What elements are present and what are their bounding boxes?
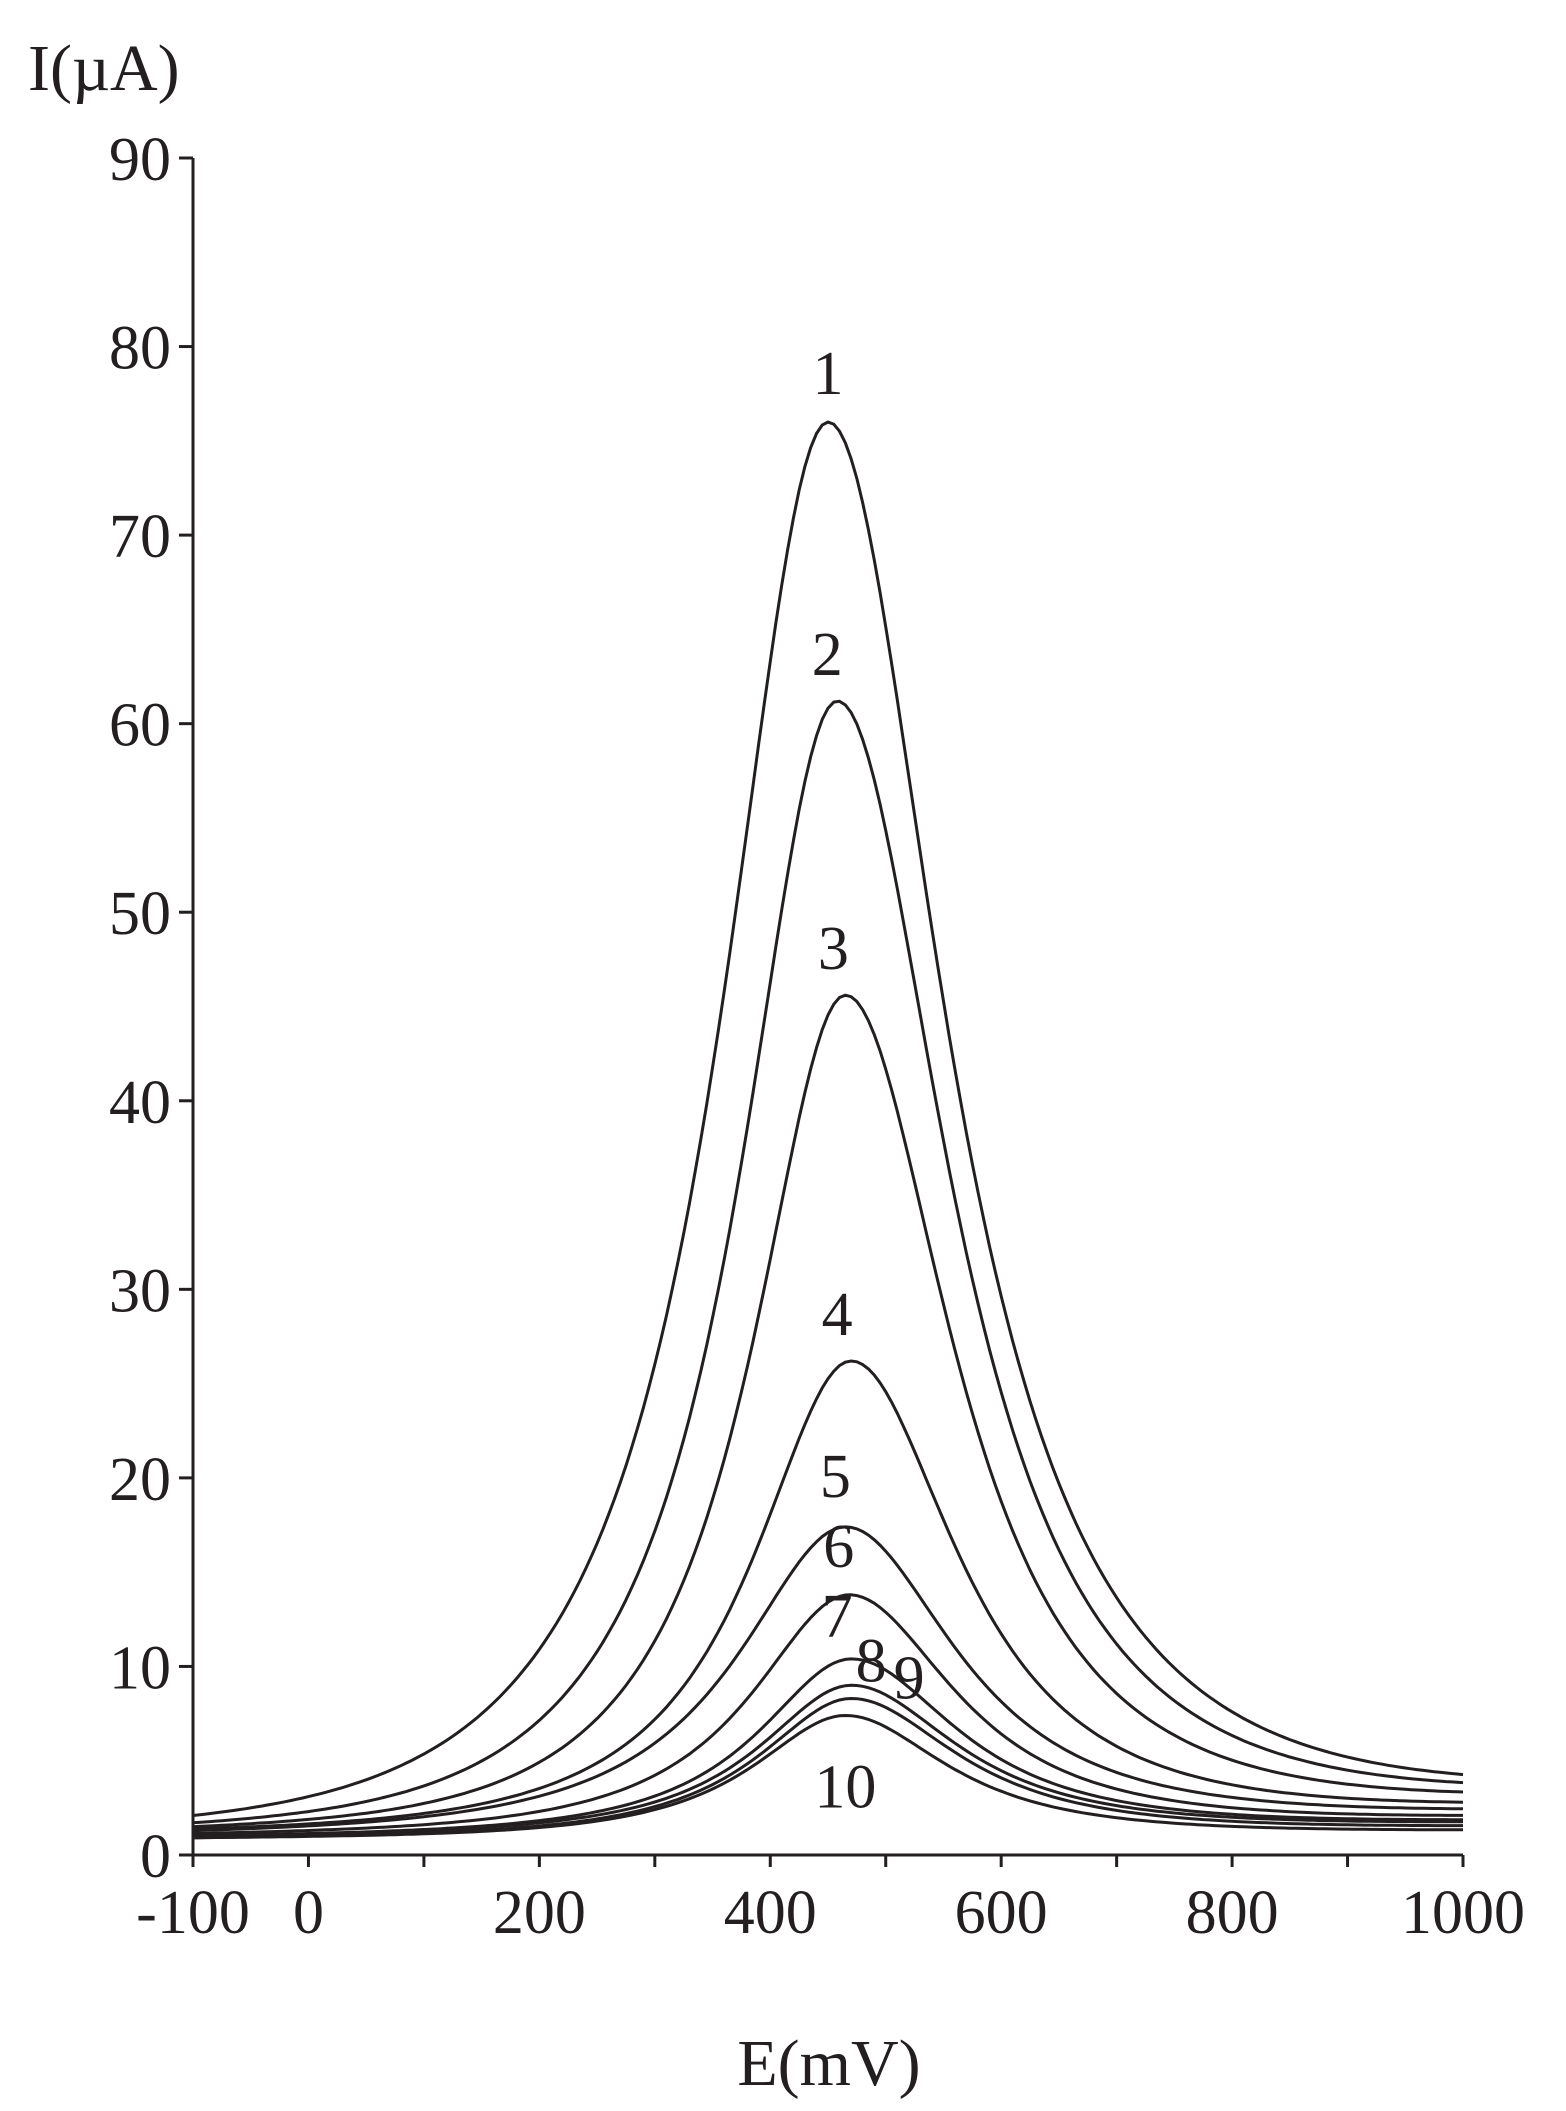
series-label-6: 6	[823, 1513, 854, 1581]
series-line-5	[192, 1525, 1464, 1833]
series-line-8	[192, 1683, 1463, 1838]
series-label-9: 9	[894, 1644, 925, 1712]
x-tick-label: -100	[136, 1879, 250, 1947]
series-label-7: 7	[822, 1583, 853, 1651]
series-line-10	[193, 1713, 1463, 1840]
series-line-1	[192, 420, 1464, 1817]
series-label-3: 3	[818, 915, 849, 983]
x-tick-label: 800	[1186, 1879, 1279, 1947]
series-line-6	[192, 1593, 1463, 1835]
series-label-4: 4	[822, 1281, 853, 1349]
x-tick-label: 400	[724, 1879, 817, 1947]
series-line-2	[192, 699, 1464, 1825]
series-line-3	[192, 993, 1464, 1829]
y-tick-label: 20	[109, 1446, 171, 1514]
y-tick-label: 80	[109, 315, 171, 383]
series-line-4	[192, 1359, 1464, 1831]
series-label-5: 5	[820, 1443, 851, 1511]
x-tick-label: 1000	[1401, 1879, 1525, 1947]
y-tick-label: 50	[109, 880, 171, 948]
series-label-8: 8	[856, 1627, 887, 1695]
series-label-2: 2	[812, 621, 843, 689]
y-tick-label: 70	[109, 503, 171, 571]
x-tick-label: 200	[493, 1879, 586, 1947]
y-tick-label: 10	[109, 1634, 171, 1702]
series-label-1: 1	[813, 340, 844, 408]
x-axis-title: E(mV)	[737, 2027, 920, 2100]
y-tick-label: 40	[109, 1069, 171, 1137]
x-tick-label: 0	[293, 1879, 324, 1947]
y-tick-label: 0	[140, 1823, 171, 1891]
x-tick-label: 600	[955, 1879, 1048, 1947]
series-label-10: 10	[814, 1753, 876, 1821]
series-group	[192, 420, 1464, 1840]
y-tick-label: 60	[109, 692, 171, 760]
y-tick-label: 90	[109, 126, 171, 194]
y-axis-title: I(µA)	[28, 32, 180, 105]
y-tick-label: 30	[109, 1257, 171, 1325]
